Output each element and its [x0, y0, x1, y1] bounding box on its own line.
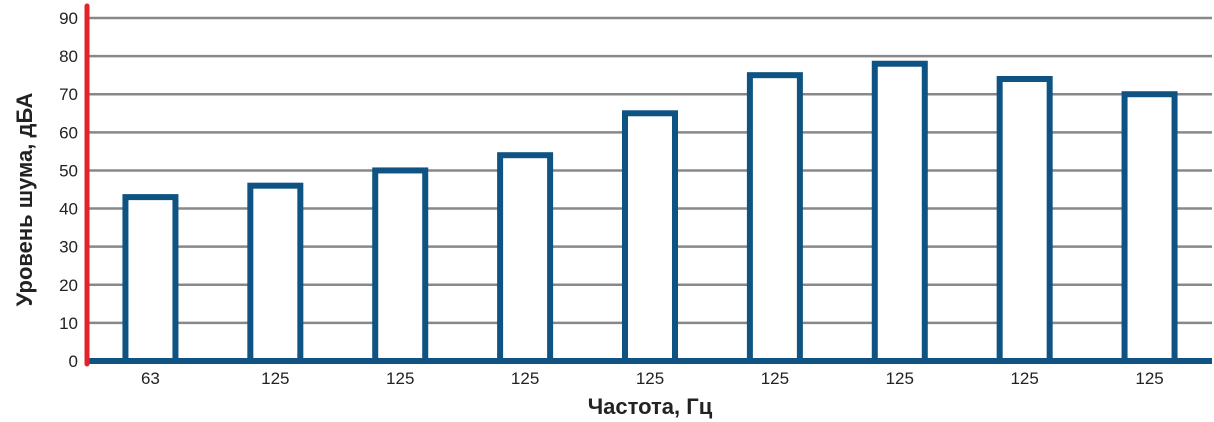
y-tick-label: 30 — [59, 238, 78, 257]
bar — [746, 72, 803, 365]
y-tick-label: 80 — [59, 47, 78, 66]
y-tick-label: 10 — [59, 314, 78, 333]
x-tick-label: 125 — [886, 369, 914, 388]
y-tick-label: 60 — [59, 123, 78, 142]
x-tick-label: 125 — [511, 369, 539, 388]
x-tick-label: 125 — [761, 369, 789, 388]
y-tick-label: 70 — [59, 85, 78, 104]
bar — [622, 110, 678, 365]
y-tick-label: 20 — [59, 276, 78, 295]
y-tick-labels: 0 10 20 30 40 50 60 70 80 90 — [59, 9, 78, 371]
x-tick-label: 125 — [1135, 369, 1163, 388]
y-tick-label: 50 — [59, 161, 78, 180]
y-tick-label: 90 — [59, 9, 78, 28]
x-tick-label: 63 — [141, 369, 160, 388]
bar — [247, 182, 304, 364]
bar — [122, 194, 179, 364]
x-tick-label: 125 — [261, 369, 289, 388]
y-tick-label: 0 — [69, 352, 78, 371]
bar — [372, 167, 429, 364]
bar — [996, 75, 1053, 364]
bar — [497, 152, 554, 364]
x-tick-label: 125 — [1010, 369, 1038, 388]
bar — [1121, 91, 1178, 364]
x-tick-label: 125 — [386, 369, 414, 388]
x-tick-labels: 63 125 125 125 125 125 125 125 125 — [141, 369, 1164, 388]
bars — [122, 60, 1178, 365]
y-axis-title: Уровень шума, дБА — [12, 93, 37, 307]
x-tick-label: 125 — [636, 369, 664, 388]
x-axis-title: Частота, Гц — [588, 394, 713, 419]
y-tick-label: 40 — [59, 200, 78, 219]
bar — [871, 60, 928, 364]
